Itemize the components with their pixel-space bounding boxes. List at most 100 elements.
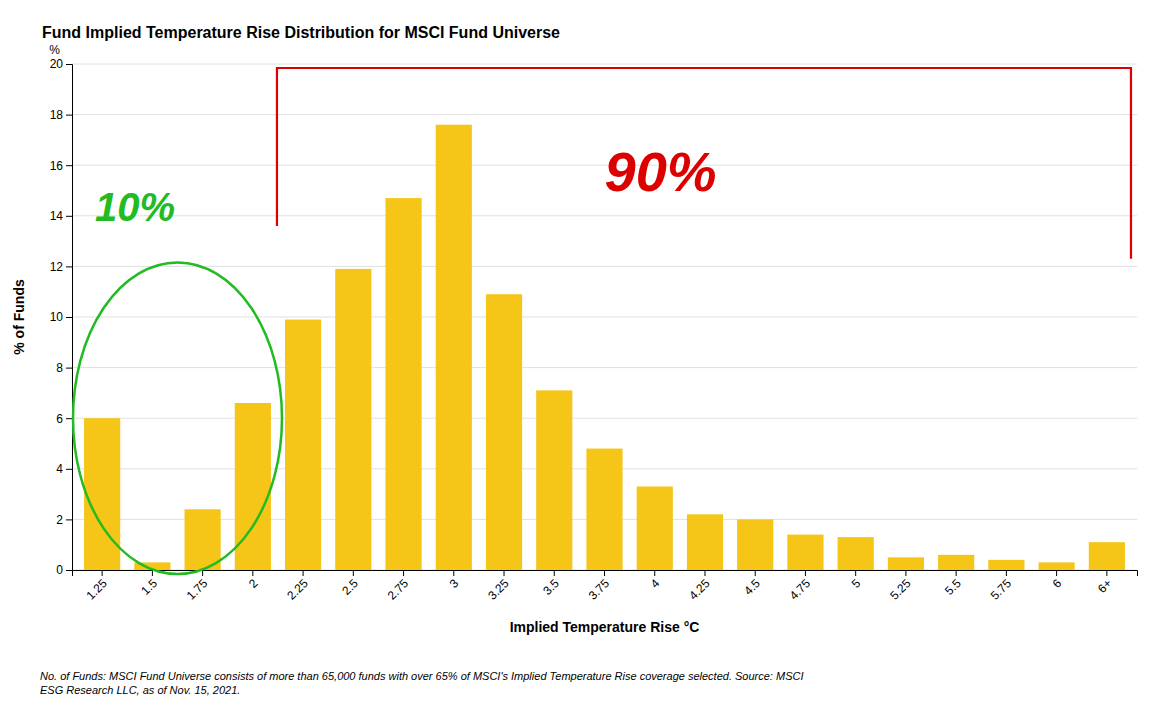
grid	[72, 64, 1137, 570]
y-tick-mark	[66, 115, 72, 116]
x-tick: 5	[849, 570, 864, 591]
x-tick-label: 1.5	[138, 576, 160, 598]
bar	[838, 537, 874, 570]
y-tick: 14	[50, 209, 72, 223]
bars	[84, 125, 1125, 570]
y-tick-mark	[66, 266, 72, 267]
x-tick-label: 6+	[1095, 576, 1115, 596]
x-tick: 4.5	[741, 570, 763, 598]
bar	[1089, 542, 1125, 570]
x-tick-mark	[604, 570, 605, 576]
y-axis: 02468101214161820	[50, 57, 73, 577]
x-tick-label: 3	[447, 576, 462, 591]
x-tick: 5.25	[887, 570, 914, 603]
y-axis-line	[66, 65, 73, 571]
x-tick: 2.5	[339, 570, 361, 598]
annotation: 90%	[605, 140, 717, 203]
x-tick-label: 1.25	[83, 576, 110, 603]
bar	[988, 560, 1024, 570]
grid-line	[72, 114, 1137, 115]
bar	[586, 449, 622, 570]
bracket	[277, 68, 1131, 259]
x-tick: 3.25	[485, 570, 512, 603]
x-tick-label: 3.25	[485, 576, 512, 603]
x-tick-mark	[252, 570, 253, 576]
x-tick: 2.75	[385, 570, 412, 603]
x-tick-label: 6	[1050, 576, 1065, 591]
x-tick-mark	[102, 570, 103, 576]
bar	[185, 509, 221, 570]
x-tick: 2.25	[284, 570, 311, 603]
bar	[536, 390, 572, 570]
footnote-line: No. of Funds: MSCI Fund Universe consist…	[40, 670, 804, 682]
x-axis-line	[73, 571, 1138, 577]
grid-line	[72, 64, 1137, 65]
x-tick: 5.75	[988, 570, 1015, 603]
grid-line	[72, 266, 1137, 267]
bar	[637, 487, 673, 570]
y-tick-label: 2	[56, 513, 63, 527]
y-tick: 4	[56, 462, 72, 476]
y-tick-label: 16	[50, 159, 64, 173]
x-tick-mark	[704, 570, 705, 576]
x-tick-label: 3.75	[586, 576, 613, 603]
x-tick-label: 4.25	[686, 576, 713, 603]
x-tick: 3.5	[540, 570, 562, 598]
x-tick: 6+	[1095, 570, 1115, 596]
x-tick: 3	[447, 570, 462, 591]
x-tick: 1.5	[138, 570, 160, 598]
y-tick-mark	[66, 216, 72, 217]
y-tick-label: 10	[50, 310, 64, 324]
bar	[737, 519, 773, 570]
y-tick-label: 20	[50, 57, 64, 71]
x-tick-mark	[805, 570, 806, 576]
bar	[235, 403, 271, 570]
x-tick-label: 5.25	[887, 576, 914, 603]
y-tick-label: 8	[56, 361, 63, 375]
x-tick: 4.25	[686, 570, 713, 603]
bar	[385, 198, 421, 570]
annotation: 10%	[95, 185, 175, 229]
x-tick-label: 4.5	[741, 576, 763, 598]
y-tick-label: 12	[50, 260, 64, 274]
y-tick: 18	[50, 108, 72, 122]
x-tick-mark	[504, 570, 505, 576]
x-tick-mark	[755, 570, 756, 576]
y-axis-title: % of Funds	[11, 279, 27, 355]
y-tick-mark	[66, 570, 72, 571]
x-tick-mark	[1106, 570, 1107, 576]
y-tick-mark	[66, 519, 72, 520]
bar	[335, 269, 371, 570]
lasso	[73, 262, 282, 574]
y-tick: 16	[50, 159, 72, 173]
chart: Fund Implied Temperature Rise Distributi…	[0, 0, 1161, 720]
x-tick-mark	[353, 570, 354, 576]
bar	[687, 514, 723, 570]
y-tick: 20	[50, 57, 72, 71]
footnote-line: ESG Research LLC, as of Nov. 15, 2021.	[40, 684, 240, 696]
x-tick-mark	[654, 570, 655, 576]
y-tick-mark	[66, 368, 72, 369]
bar	[1039, 562, 1075, 570]
x-axis-title: Implied Temperature Rise °C	[510, 619, 700, 635]
y-tick-label: 4	[56, 462, 63, 476]
bar	[888, 557, 924, 570]
x-tick-mark	[453, 570, 454, 576]
x-tick: 4	[648, 570, 663, 591]
y-tick: 12	[50, 260, 72, 274]
grid-line	[72, 367, 1137, 368]
x-tick-mark	[1056, 570, 1057, 576]
grid-line	[72, 418, 1137, 419]
x-tick-mark	[303, 570, 304, 576]
bar	[486, 294, 522, 570]
x-tick-mark	[855, 570, 856, 576]
x-tick-label: 2.75	[385, 576, 412, 603]
x-tick-label: 5.5	[942, 576, 964, 598]
x-tick-mark	[956, 570, 957, 576]
x-tick-label: 5	[849, 576, 864, 591]
y-tick-label: 14	[50, 209, 64, 223]
x-tick: 4.75	[787, 570, 814, 603]
y-tick: 10	[50, 310, 72, 324]
y-tick-mark	[66, 469, 72, 470]
y-tick-label: 6	[56, 412, 63, 426]
